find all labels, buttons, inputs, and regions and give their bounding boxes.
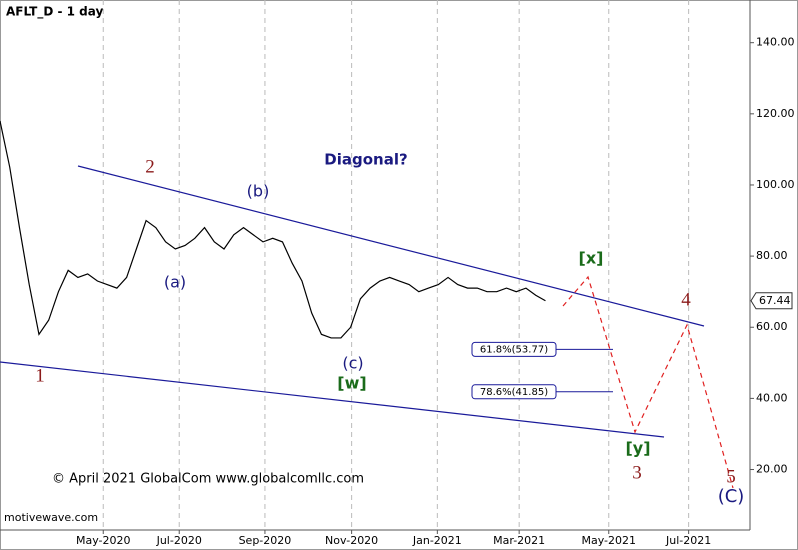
x-tick-label: Jul-2021: [665, 534, 711, 547]
wave-label: (b): [247, 182, 270, 201]
price-line: [0, 120, 546, 339]
wave-label: 5: [726, 466, 736, 487]
chart-title: AFLT_D - 1 day: [6, 5, 103, 20]
x-tick-label: Nov-2020: [325, 534, 378, 547]
x-tick-label: May-2021: [582, 534, 637, 547]
annotation: Diagonal?: [324, 151, 407, 169]
lower-trendline: [0, 361, 665, 438]
fib-label: 61.8%(53.77): [480, 344, 548, 355]
x-tick-label: Mar-2021: [493, 534, 545, 547]
last-price-tag: [750, 292, 793, 310]
fib-box: [471, 341, 557, 357]
wave-label: 2: [145, 156, 155, 177]
last-price-label: 67.44: [759, 294, 791, 307]
projection: [562, 275, 734, 489]
wave-label: [w]: [337, 374, 366, 393]
y-tick-label: 120.00: [756, 107, 795, 120]
fib-label: 78.6%(41.85): [480, 387, 548, 398]
wave-label: (C): [718, 486, 745, 507]
wave-label: [y]: [625, 439, 650, 458]
y-tick-label: 140.00: [756, 36, 795, 49]
copyright: © April 2021 GlobalCom www.globalcomllc.…: [52, 472, 364, 487]
y-tick-label: 60.00: [756, 320, 788, 333]
x-tick-label: Jan-2021: [412, 534, 462, 547]
wave-label: (a): [164, 273, 186, 292]
x-tick-label: Jul-2020: [156, 534, 202, 547]
wave-label: 1: [35, 365, 45, 386]
watermark: motivewave.com: [4, 511, 98, 524]
upper-trendline: [77, 165, 705, 327]
y-tick-label: 80.00: [756, 249, 788, 262]
wave-label: [x]: [579, 249, 604, 268]
x-tick-label: May-2020: [76, 534, 131, 547]
y-tick-label: 20.00: [756, 463, 788, 476]
y-tick-label: 100.00: [756, 178, 795, 191]
wave-label: (c): [342, 354, 363, 373]
wave-label: 4: [681, 289, 691, 310]
y-tick-label: 40.00: [756, 391, 788, 404]
fib-box: [471, 384, 557, 400]
x-tick-label: Sep-2020: [239, 534, 292, 547]
wave-label: 3: [632, 462, 642, 483]
grid-layer: [102, 0, 690, 530]
